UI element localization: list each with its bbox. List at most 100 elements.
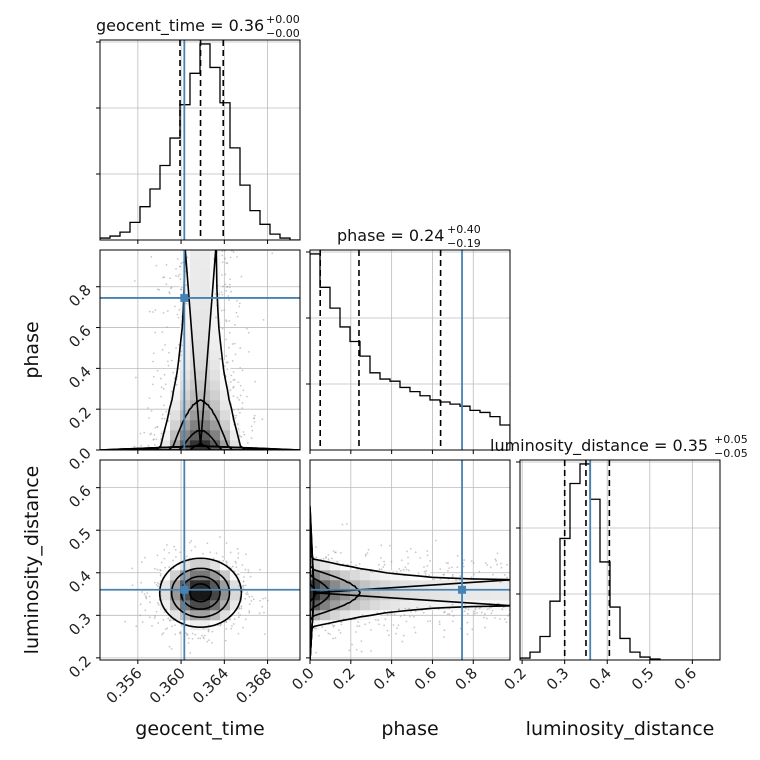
sample-point	[327, 632, 330, 635]
sample-point	[152, 311, 155, 313]
sample-point	[160, 395, 163, 398]
density-cell	[230, 600, 241, 611]
sample-point	[486, 608, 489, 611]
sample-point	[232, 623, 235, 625]
sample-point	[404, 607, 407, 610]
sample-point	[170, 648, 173, 650]
sample-point	[368, 621, 371, 624]
density-cell	[200, 420, 211, 431]
sample-point	[161, 331, 164, 334]
sample-point	[455, 579, 457, 582]
density-cell	[390, 580, 401, 591]
sample-point	[398, 609, 400, 611]
sample-point	[490, 612, 493, 615]
density-cell	[200, 430, 211, 441]
sample-point	[423, 566, 425, 568]
density-cell	[350, 610, 361, 621]
sample-point	[422, 611, 425, 614]
sample-point	[242, 580, 245, 583]
sample-point	[211, 641, 213, 644]
sample-point	[188, 637, 190, 640]
title-phase-plus: +0.40	[447, 223, 481, 236]
sample-point	[214, 293, 217, 295]
sample-point	[417, 572, 420, 575]
sample-point	[148, 417, 150, 419]
sample-point	[498, 602, 501, 605]
density-cell	[170, 410, 181, 421]
density-cell	[210, 420, 221, 431]
sample-point	[439, 578, 442, 580]
sample-point	[239, 347, 242, 349]
sample-point	[225, 338, 227, 341]
density-cell	[500, 580, 510, 591]
sample-point	[175, 267, 177, 270]
density-cell	[370, 580, 381, 591]
panel-geocent_time-vs-geocent_time	[96, 39, 301, 244]
sample-point	[147, 407, 149, 409]
sample-point	[484, 562, 487, 564]
density-cell	[210, 370, 221, 381]
density-cell	[360, 580, 371, 591]
sample-point	[384, 618, 387, 621]
sample-point	[433, 578, 435, 581]
sample-point	[329, 633, 331, 635]
sample-point	[409, 615, 411, 618]
sample-point	[507, 614, 509, 617]
sample-point	[248, 611, 251, 614]
density-cell	[390, 600, 401, 611]
sample-point	[378, 623, 380, 626]
sample-point	[383, 563, 386, 566]
panel-content	[310, 460, 510, 660]
density-cell	[310, 560, 321, 571]
density-cell	[220, 400, 231, 411]
sample-point	[168, 291, 171, 294]
sample-point	[169, 619, 172, 622]
sample-point	[354, 631, 357, 633]
density-cell	[170, 430, 181, 441]
sample-point	[225, 628, 228, 630]
sample-point	[154, 426, 157, 429]
sample-point	[167, 420, 170, 422]
sample-point	[348, 649, 351, 652]
sample-point	[153, 444, 156, 446]
density-cell	[210, 570, 221, 581]
sample-point	[426, 565, 429, 567]
density-cell	[190, 340, 201, 351]
sample-point	[228, 286, 231, 289]
sample-point	[230, 627, 233, 630]
density-cell	[190, 620, 201, 631]
sample-point	[165, 544, 168, 546]
sample-point	[496, 552, 499, 555]
sample-point	[235, 566, 238, 569]
sample-point	[229, 278, 231, 281]
density-cell	[450, 580, 461, 591]
density-cell	[170, 390, 181, 401]
sample-point	[471, 628, 474, 631]
sample-point	[175, 383, 178, 386]
sample-point	[262, 318, 265, 321]
truth-marker	[180, 293, 189, 302]
sample-point	[426, 620, 429, 623]
sample-point	[261, 605, 264, 608]
density-cell	[210, 610, 221, 621]
sample-point	[168, 566, 171, 568]
sample-point	[247, 593, 249, 596]
density-cell	[190, 400, 201, 411]
sample-point	[232, 379, 235, 382]
sample-point	[144, 556, 146, 559]
sample-point	[241, 369, 244, 372]
panel-content	[310, 250, 510, 450]
histogram-luminosity_distance	[520, 463, 720, 660]
sample-point	[351, 643, 353, 646]
sample-point	[230, 290, 233, 293]
sample-point	[238, 305, 241, 308]
sample-point	[222, 559, 225, 562]
sample-point	[426, 554, 429, 557]
sample-point	[223, 365, 226, 367]
sample-point	[271, 252, 274, 255]
sample-point	[212, 557, 215, 560]
density-cell	[220, 360, 231, 371]
sample-point	[478, 570, 481, 573]
sample-point	[143, 431, 146, 434]
sample-point	[392, 624, 395, 626]
